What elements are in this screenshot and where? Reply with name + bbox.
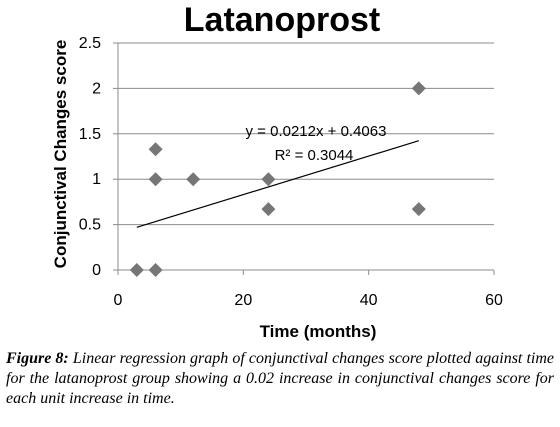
r-squared-label: R² = 0.3044 <box>275 147 354 164</box>
y-tick-label: 1.5 <box>79 126 101 143</box>
x-tick-label: 60 <box>485 292 503 309</box>
data-points <box>129 81 426 277</box>
y-tick-label: 1 <box>92 171 101 188</box>
x-tick-label: 0 <box>114 292 123 309</box>
x-tick-label: 40 <box>360 292 378 309</box>
figure-caption-text: Linear regression graph of conjunctival … <box>6 350 555 407</box>
chart-title: Latanoprost <box>184 1 380 39</box>
data-point <box>261 172 276 187</box>
data-point <box>411 81 426 96</box>
x-axis-label: Time (months) <box>260 322 377 341</box>
y-axis-label: Conjunctival Changes score <box>51 40 70 269</box>
data-point <box>186 172 201 187</box>
data-point <box>411 202 426 217</box>
y-tick-label: 2.5 <box>79 35 101 52</box>
y-tick-label: 0.5 <box>79 217 101 234</box>
trendline <box>136 140 419 228</box>
x-tick-label: 20 <box>234 292 252 309</box>
data-point <box>148 172 163 187</box>
y-tick-label: 2 <box>92 80 101 97</box>
data-point <box>261 202 276 217</box>
data-point <box>148 142 163 157</box>
figure-label: Figure 8: <box>6 350 69 367</box>
tick-labels: 0 20 40 60 0 0.5 1 1.5 2 2.5 <box>79 35 503 309</box>
figure-caption: Figure 8: Linear regression graph of con… <box>6 349 554 409</box>
gridlines <box>113 42 495 275</box>
data-point <box>129 263 144 277</box>
trendline-equation: y = 0.0212x + 0.4063 <box>246 123 387 140</box>
data-point <box>148 263 163 277</box>
y-tick-label: 0 <box>92 262 101 279</box>
scatter-chart: Latanoprost 0 20 40 60 0 0.5 1 1.5 2 2.5 y = 0.02… <box>51 1 503 341</box>
